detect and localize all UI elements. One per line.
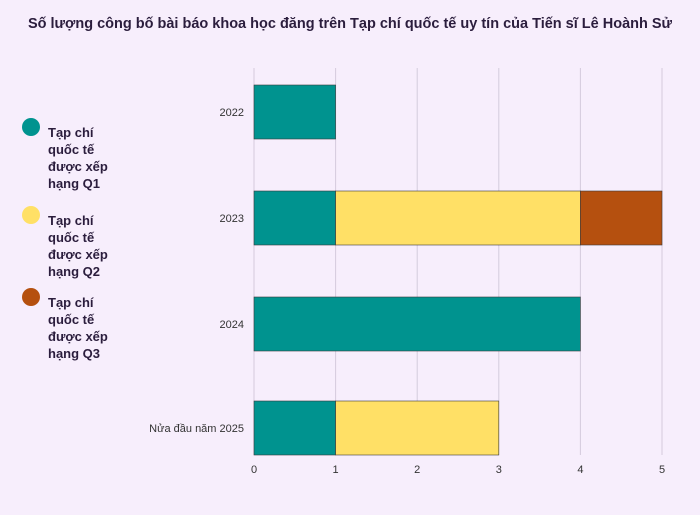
legend-swatch-q2 bbox=[22, 206, 40, 224]
x-tick-label: 0 bbox=[251, 464, 257, 476]
x-tick-label: 1 bbox=[333, 464, 339, 476]
x-tick-label: 3 bbox=[496, 464, 502, 476]
bar-1-1 bbox=[253, 190, 336, 246]
y-tick-label: 2022 bbox=[220, 107, 244, 119]
bar-1-2 bbox=[253, 296, 581, 352]
x-tick-label: 4 bbox=[577, 464, 583, 476]
legend-swatch-q3 bbox=[22, 288, 40, 306]
legend-label-q2: Tạp chí quốc tế được xếp hạng Q2 bbox=[48, 213, 108, 279]
x-tick-label: 5 bbox=[659, 464, 665, 476]
legend-label-q3: Tạp chí quốc tế được xếp hạng Q3 bbox=[48, 295, 108, 361]
legend-swatch-q1 bbox=[22, 118, 40, 136]
bar-1-0 bbox=[253, 84, 336, 140]
y-tick-label: Nửa đầu năm 2025 bbox=[149, 423, 244, 435]
bar-1-3 bbox=[253, 400, 336, 456]
chart-title: Số lượng công bố bài báo khoa học đăng t… bbox=[27, 16, 673, 32]
bar-2-1 bbox=[335, 190, 581, 246]
y-tick-label: 2023 bbox=[220, 213, 244, 225]
bar-2-3 bbox=[335, 400, 500, 456]
bar-3-1 bbox=[580, 190, 663, 246]
x-tick-label: 2 bbox=[414, 464, 420, 476]
y-tick-label: 2024 bbox=[220, 319, 244, 331]
legend-label-q1: Tạp chí quốc tế được xếp hạng Q1 bbox=[48, 125, 108, 191]
